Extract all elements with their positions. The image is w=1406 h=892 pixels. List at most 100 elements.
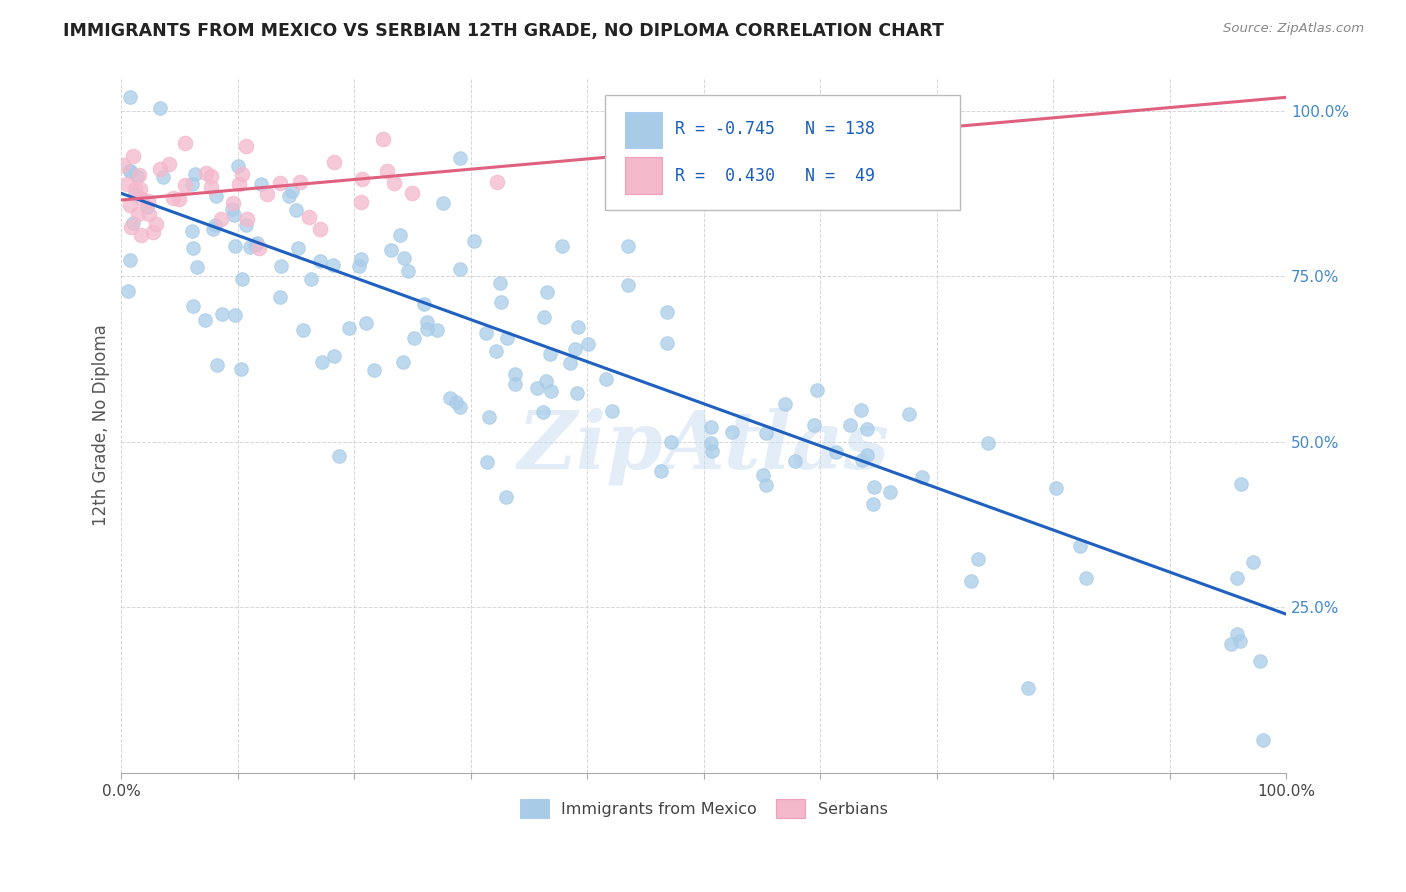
Point	[785, 453, 807, 467]
Point	[350, 195, 373, 210]
Point	[270, 260, 292, 274]
Point	[449, 400, 471, 414]
Point	[285, 202, 308, 217]
Point	[122, 216, 145, 230]
Point	[224, 239, 246, 253]
Point	[309, 253, 332, 268]
Point	[503, 367, 526, 381]
Point	[308, 222, 330, 236]
Point	[1017, 681, 1039, 695]
Point	[1229, 477, 1251, 491]
Point	[186, 260, 208, 275]
Point	[174, 136, 197, 150]
Point	[495, 490, 517, 504]
Point	[125, 169, 148, 183]
Point	[536, 285, 558, 299]
Point	[533, 310, 555, 324]
Point	[299, 272, 322, 286]
Point	[540, 384, 562, 399]
Point	[211, 307, 233, 321]
Point	[205, 358, 228, 372]
Point	[145, 217, 167, 231]
Point	[337, 321, 360, 335]
Point	[444, 395, 467, 409]
Point	[503, 376, 526, 391]
Point	[1241, 555, 1264, 569]
Point	[162, 190, 184, 204]
Point	[475, 326, 498, 340]
Point	[560, 356, 582, 370]
Point	[496, 330, 519, 344]
Point	[142, 225, 165, 239]
Point	[485, 175, 508, 189]
Point	[118, 90, 141, 104]
Point	[700, 436, 723, 450]
Point	[862, 480, 884, 494]
Point	[249, 177, 271, 191]
Text: IMMIGRANTS FROM MEXICO VS SERBIAN 12TH GRADE, NO DIPLOMA CORRELATION CHART: IMMIGRANTS FROM MEXICO VS SERBIAN 12TH G…	[63, 22, 945, 40]
Point	[1219, 637, 1241, 651]
Point	[449, 152, 471, 166]
Point	[120, 163, 142, 178]
Point	[224, 308, 246, 322]
Point	[138, 194, 160, 209]
Point	[204, 218, 226, 232]
Point	[1226, 571, 1249, 585]
Point	[194, 313, 217, 327]
Point	[269, 176, 291, 190]
Point	[382, 176, 405, 190]
Point	[231, 361, 253, 376]
Point	[825, 445, 848, 459]
Point	[426, 323, 449, 337]
Point	[810, 161, 832, 175]
Point	[181, 177, 204, 191]
Y-axis label: 12th Grade, No Diploma: 12th Grade, No Diploma	[93, 325, 110, 526]
Point	[131, 192, 153, 206]
Point	[1074, 571, 1097, 585]
Point	[976, 436, 998, 450]
Point	[449, 261, 471, 276]
Point	[415, 315, 437, 329]
Point	[755, 425, 778, 440]
Point	[478, 409, 501, 424]
Point	[531, 405, 554, 419]
Point	[174, 178, 197, 192]
Point	[290, 175, 312, 189]
Point	[152, 170, 174, 185]
Point	[862, 497, 884, 511]
Point	[775, 397, 797, 411]
Point	[536, 374, 558, 388]
Point	[323, 155, 346, 169]
Point	[1069, 539, 1091, 553]
Point	[231, 272, 253, 286]
Point	[128, 168, 150, 182]
Point	[278, 189, 301, 203]
Point	[222, 195, 245, 210]
Point	[600, 404, 623, 418]
Point	[484, 343, 506, 358]
Point	[167, 192, 190, 206]
FancyBboxPatch shape	[605, 95, 960, 210]
Point	[567, 320, 589, 334]
Point	[576, 337, 599, 351]
Point	[752, 467, 775, 482]
Point	[439, 391, 461, 405]
Point	[138, 206, 160, 220]
Point	[538, 347, 561, 361]
Point	[200, 180, 222, 194]
Point	[716, 137, 738, 152]
Point	[117, 284, 139, 298]
Point	[117, 177, 139, 191]
Point	[391, 355, 413, 369]
Text: Source: ZipAtlas.com: Source: ZipAtlas.com	[1223, 22, 1364, 36]
Point	[311, 354, 333, 368]
Point	[959, 574, 981, 588]
Point	[352, 172, 374, 186]
Point	[322, 258, 344, 272]
Point	[181, 241, 204, 255]
Point	[200, 169, 222, 183]
Point	[292, 323, 315, 337]
Point	[209, 212, 232, 227]
Point	[122, 149, 145, 163]
Point	[349, 259, 371, 273]
